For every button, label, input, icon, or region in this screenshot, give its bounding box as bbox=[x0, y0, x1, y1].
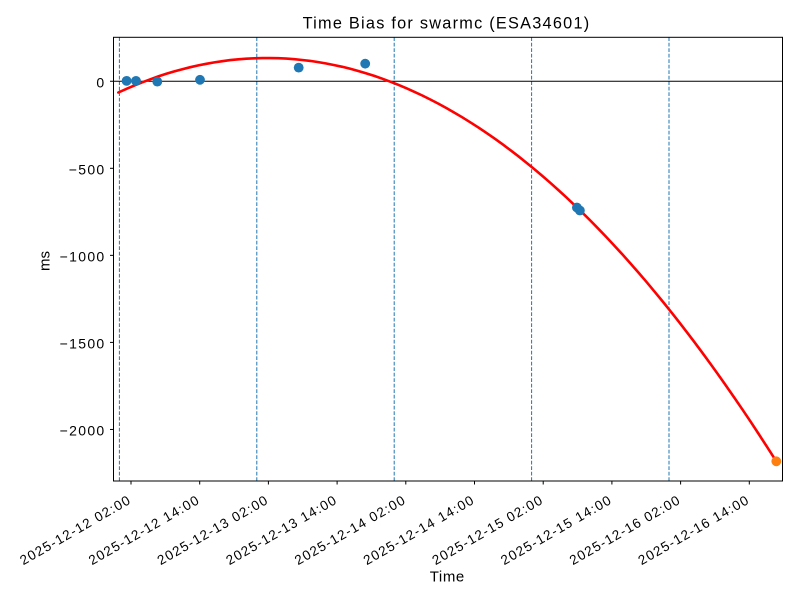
svg-text:−500: −500 bbox=[69, 161, 106, 177]
svg-text:−1500: −1500 bbox=[60, 336, 106, 352]
svg-text:Time Bias for swarmc (ESA34601: Time Bias for swarmc (ESA34601) bbox=[303, 15, 591, 33]
svg-text:Time: Time bbox=[430, 569, 465, 586]
svg-text:−1000: −1000 bbox=[60, 248, 106, 264]
svg-text:−2000: −2000 bbox=[60, 423, 106, 439]
svg-text:0: 0 bbox=[96, 74, 105, 90]
svg-text:ms: ms bbox=[37, 251, 54, 271]
